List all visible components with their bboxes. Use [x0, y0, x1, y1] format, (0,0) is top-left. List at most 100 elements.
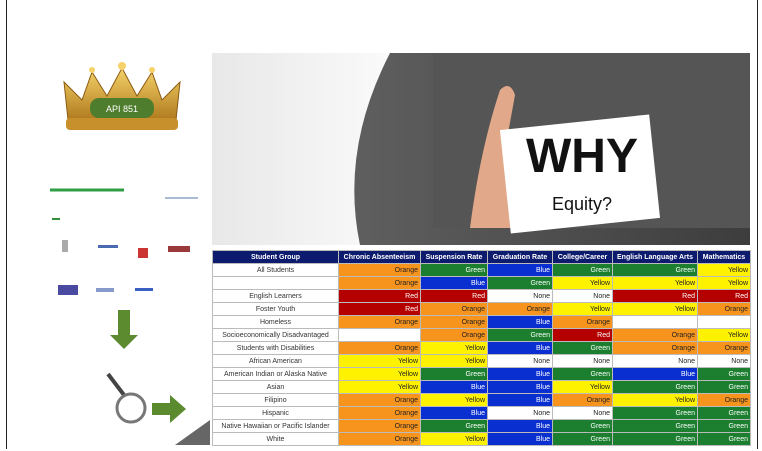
status-cell: Green — [697, 380, 751, 394]
status-cell: Green — [420, 419, 488, 433]
status-cell — [338, 328, 421, 342]
status-cell: None — [552, 354, 613, 368]
table-row: Filipino Orange Yellow Blue Orange Yellow Oran… — [212, 393, 751, 407]
status-cell: Green — [697, 367, 751, 381]
status-cell: Green — [697, 406, 751, 420]
row-label: All Students — [212, 263, 339, 277]
status-cell: Green — [552, 419, 613, 433]
status-cell: Yellow — [697, 263, 751, 277]
status-cell: None — [552, 406, 613, 420]
status-cell: Yellow — [338, 380, 421, 394]
status-cell: Red — [697, 289, 751, 303]
status-cell: Blue — [487, 432, 553, 446]
status-cell: Orange — [420, 302, 488, 316]
status-cell: Red — [338, 302, 421, 316]
table-row: Socioeconomically Disadvantaged Orange Gre… — [212, 328, 751, 342]
status-cell: Green — [487, 328, 553, 342]
status-cell: Yellow — [612, 276, 698, 290]
column-header: Suspension Rate — [420, 250, 488, 264]
status-cell: Yellow — [420, 354, 488, 368]
status-cell: None — [697, 354, 751, 368]
row-label: Native Hawaiian or Pacific Islander — [212, 419, 339, 433]
status-cell: None — [487, 406, 553, 420]
status-cell: Yellow — [420, 393, 488, 407]
status-cell: Green — [697, 432, 751, 446]
status-cell: Blue — [487, 341, 553, 355]
photo: WHY Equity? — [433, 53, 750, 234]
status-cell: Orange — [697, 393, 751, 407]
table-row: Native Hawaiian or Pacific Islander Orang… — [212, 419, 751, 433]
status-cell: Yellow — [612, 302, 698, 316]
status-cell: Orange — [338, 341, 421, 355]
column-header: College/Career — [552, 250, 613, 264]
table-row: Orange Blue Green Yellow Yellow Yellow — [212, 276, 751, 290]
status-cell: Orange — [338, 419, 421, 433]
sign-title: WHY — [526, 130, 638, 183]
status-cell: Green — [612, 432, 698, 446]
status-cell: Blue — [420, 380, 488, 394]
status-cell — [612, 315, 698, 329]
row-label: Filipino — [212, 393, 339, 407]
status-cell: Blue — [420, 406, 488, 420]
status-cell: Red — [552, 328, 613, 342]
row-label: English Learners — [212, 289, 339, 303]
down-arrow — [110, 310, 138, 349]
status-cell: Yellow — [552, 276, 613, 290]
status-cell: Orange — [697, 341, 751, 355]
status-cell — [697, 315, 751, 329]
status-cell: Orange — [612, 341, 698, 355]
status-cell: Orange — [612, 328, 698, 342]
row-label — [212, 276, 339, 290]
status-cell: Yellow — [612, 393, 698, 407]
row-label: Students with Disabilities — [212, 341, 339, 355]
status-cell: Yellow — [420, 341, 488, 355]
status-cell: Yellow — [420, 432, 488, 446]
status-cell: Yellow — [697, 328, 751, 342]
frame — [6, 0, 758, 449]
table-row: Students with Disabilities Orange Yellow Bl… — [212, 341, 751, 355]
status-cell: Green — [420, 367, 488, 381]
magnifier — [106, 372, 147, 424]
status-cell: Green — [552, 367, 613, 381]
status-cell: Yellow — [552, 302, 613, 316]
corner-shape — [175, 420, 210, 445]
table-row: American Indian or Alaska Native Yellow Gr… — [212, 367, 751, 381]
status-cell: Green — [420, 263, 488, 277]
status-cell: Orange — [338, 432, 421, 446]
thumbnails — [50, 188, 198, 295]
column-header: Mathematics — [697, 250, 751, 264]
table-row: African American Yellow Yellow None None None… — [212, 354, 751, 368]
status-cell: Green — [612, 263, 698, 277]
banner-curve — [212, 53, 390, 245]
status-cell: Blue — [487, 367, 553, 381]
table-row: Homeless Orange Orange Blue Orange — [212, 315, 751, 329]
row-label: Homeless — [212, 315, 339, 329]
status-cell: Orange — [420, 315, 488, 329]
table-row: All Students Orange Green Blue Green Green Yel… — [212, 263, 751, 277]
table-row: Foster Youth Red Orange Orange Yellow Yellow O… — [212, 302, 751, 316]
table-row: White Orange Yellow Blue Green Green Green — [212, 432, 751, 446]
column-header: English Language Arts — [612, 250, 698, 264]
status-cell: None — [487, 289, 553, 303]
status-cell: Green — [552, 432, 613, 446]
status-cell: Green — [612, 406, 698, 420]
status-cell: Yellow — [552, 380, 613, 394]
status-cell: Orange — [338, 315, 421, 329]
status-cell: Red — [338, 289, 421, 303]
row-label: American Indian or Alaska Native — [212, 367, 339, 381]
status-cell: Green — [612, 419, 698, 433]
status-cell: None — [612, 354, 698, 368]
row-label: African American — [212, 354, 339, 368]
status-cell: None — [487, 354, 553, 368]
status-cell: Orange — [420, 328, 488, 342]
table-row: Asian Yellow Blue Blue Yellow Green Green — [212, 380, 751, 394]
status-cell: Green — [552, 341, 613, 355]
status-cell: Orange — [697, 302, 751, 316]
status-cell: Orange — [338, 406, 421, 420]
status-cell: Red — [612, 289, 698, 303]
row-label: Foster Youth — [212, 302, 339, 316]
status-cell: Yellow — [338, 367, 421, 381]
row-label: Hispanic — [212, 406, 339, 420]
